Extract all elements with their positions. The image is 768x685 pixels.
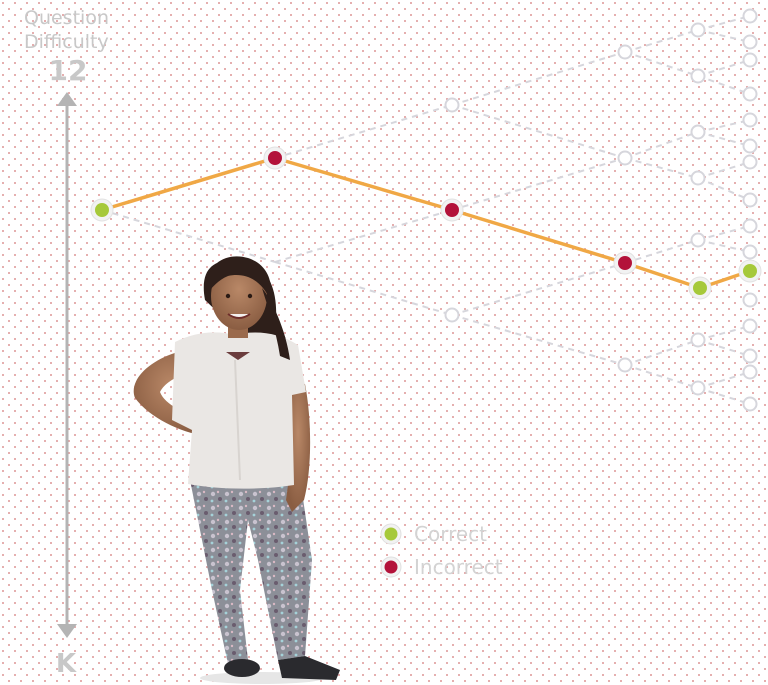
empty-node: [690, 232, 706, 248]
branch-line: [624, 51, 699, 77]
branch-line: [697, 387, 751, 405]
empty-node: [444, 97, 460, 113]
empty-node: [742, 112, 758, 128]
branch-line: [624, 29, 699, 53]
empty-node: [690, 68, 706, 84]
branch-line: [624, 364, 699, 389]
empty-node: [742, 292, 758, 308]
branch-line: [624, 131, 699, 159]
branch-line: [624, 339, 699, 366]
empty-node: [742, 218, 758, 234]
branch-line: [697, 339, 751, 357]
legend-correct-label: Correct: [414, 522, 487, 546]
empty-node: [444, 307, 460, 323]
branch-line: [451, 262, 626, 316]
branch-line: [697, 59, 751, 77]
student-figure: [133, 256, 340, 684]
empty-node: [690, 380, 706, 396]
correct-node: [743, 264, 757, 278]
empty-node: [742, 138, 758, 154]
branch-line: [697, 119, 751, 133]
legend-incorrect-dot: [384, 560, 398, 574]
axis-top-label: 12: [49, 54, 88, 87]
branch-line: [451, 314, 626, 366]
empty-node: [742, 86, 758, 102]
branch-line: [697, 239, 751, 253]
decision-nodes: [90, 8, 762, 412]
legend-correct-dot: [384, 527, 398, 541]
correct-node: [95, 203, 109, 217]
empty-node: [690, 22, 706, 38]
incorrect-node: [618, 256, 632, 270]
branch-line: [697, 371, 751, 389]
empty-node: [690, 124, 706, 140]
empty-node: [617, 150, 633, 166]
branch-line: [274, 104, 453, 159]
empty-node: [690, 332, 706, 348]
branch-line: [697, 225, 751, 241]
branch-line: [451, 104, 626, 159]
empty-node: [742, 8, 758, 24]
empty-node: [690, 170, 706, 186]
empty-node: [742, 244, 758, 260]
axis-bottom-label: K: [56, 649, 77, 679]
branch-line: [697, 131, 751, 147]
arrow-down-icon: [57, 624, 77, 638]
branch-line: [697, 161, 751, 179]
branch-line: [624, 239, 699, 264]
empty-node: [742, 364, 758, 380]
branch-line: [697, 325, 751, 341]
empty-node: [742, 396, 758, 412]
empty-node: [742, 34, 758, 50]
branch-line: [274, 209, 453, 263]
empty-node: [742, 154, 758, 170]
legend-incorrect-label: Incorrect: [414, 555, 503, 579]
axis-title-line1: Question: [24, 7, 109, 29]
empty-node: [742, 192, 758, 208]
correct-node: [693, 281, 707, 295]
incorrect-node: [268, 151, 282, 165]
branch-line: [697, 15, 751, 31]
empty-node: [742, 348, 758, 364]
branch-line: [101, 209, 276, 263]
branch-line: [697, 177, 751, 201]
axis-title-line2: Difficulty: [24, 31, 109, 53]
empty-node: [742, 318, 758, 334]
difficulty-axis: [57, 92, 77, 638]
arrow-up-icon: [57, 92, 77, 106]
empty-node: [617, 44, 633, 60]
empty-node: [742, 52, 758, 68]
branch-line: [697, 75, 751, 95]
branch-line: [697, 29, 751, 43]
branch-line: [624, 157, 699, 179]
branch-line: [451, 51, 626, 106]
legend: Correct Incorrect: [380, 522, 503, 579]
empty-node: [617, 357, 633, 373]
branch-line: [451, 157, 626, 211]
incorrect-node: [445, 203, 459, 217]
branch-line: [274, 261, 453, 316]
